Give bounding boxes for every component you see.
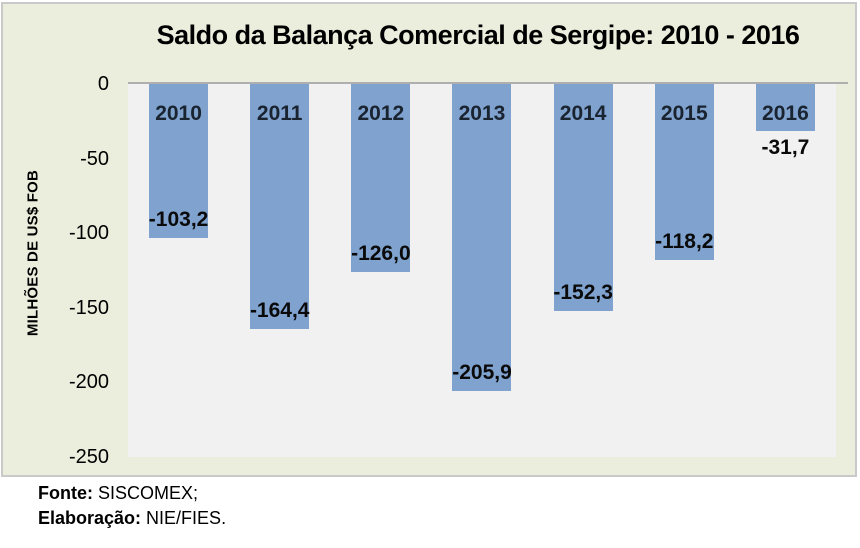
bar-group-2012: 2012 -126,0 xyxy=(330,84,431,457)
y-tick-label--100: -100 xyxy=(68,222,109,245)
bar-2014 xyxy=(553,84,613,311)
plot-area: 2010 -103,2 2011 -164,4 2012 -126,0 2013 -205,9… xyxy=(128,84,836,457)
bar-group-2016: 2016 -31,7 xyxy=(735,84,836,457)
value-label-2013: -205,9 xyxy=(452,361,512,384)
value-label-2014: -152,3 xyxy=(553,281,613,304)
value-label-2015: -118,2 xyxy=(655,230,714,253)
chart-title: Saldo da Balança Comercial de Sergipe: 2… xyxy=(156,20,800,50)
bar-2015 xyxy=(654,84,714,260)
category-label-2010: 2010 xyxy=(155,102,202,125)
category-label-2016: 2016 xyxy=(762,102,809,125)
value-label-2011: -164,4 xyxy=(249,299,310,322)
bar-group-2011: 2011 -164,4 xyxy=(229,84,330,457)
zero-axis-line xyxy=(128,82,848,84)
footer-elaboration-line: Elaboração: NIE/FIES. xyxy=(38,506,226,531)
chart-frame: Saldo da Balança Comercial de Sergipe: 2… xyxy=(1,2,857,477)
bar-group-2013: 2013 -205,9 xyxy=(431,84,532,457)
category-label-2015: 2015 xyxy=(660,102,708,125)
bar-group-2014: 2014 -152,3 xyxy=(533,84,634,457)
bar-2011 xyxy=(250,84,310,329)
y-tick-label-0: 0 xyxy=(97,73,109,95)
value-label-2012: -126,0 xyxy=(351,242,411,265)
value-label-2016: -31,7 xyxy=(761,136,810,159)
category-label-2013: 2013 xyxy=(458,102,506,125)
y-tick-label--50: -50 xyxy=(80,147,109,170)
chart-footer: Fonte: SISCOMEX; Elaboração: NIE/FIES. xyxy=(38,481,226,531)
bar-2012 xyxy=(351,84,411,272)
y-axis-tick-labels: 0 -50 -100 -150 -200 -250 xyxy=(3,4,109,479)
category-label-2014: 2014 xyxy=(559,102,607,125)
category-label-2011: 2011 xyxy=(256,102,303,125)
value-label-2010: -103,2 xyxy=(148,208,209,231)
bar-2013 xyxy=(452,84,512,391)
y-tick-label--250: -250 xyxy=(68,446,109,468)
footer-source-line: Fonte: SISCOMEX; xyxy=(38,481,226,506)
y-tick-label--150: -150 xyxy=(68,296,109,319)
footer-source-value: SISCOMEX; xyxy=(92,483,199,503)
bar-2016 xyxy=(755,84,815,131)
footer-elaboration-label: Elaboração: xyxy=(38,508,142,528)
footer-elaboration-value: NIE/FIES. xyxy=(141,508,227,528)
bar-group-2010: 2010 -103,2 xyxy=(128,84,229,457)
category-label-2012: 2012 xyxy=(357,102,405,125)
footer-source-label: Fonte: xyxy=(38,483,93,503)
bar-group-2015: 2015 -118,2 xyxy=(634,84,735,457)
bar-2010 xyxy=(149,84,209,238)
y-tick-label--200: -200 xyxy=(68,371,109,394)
